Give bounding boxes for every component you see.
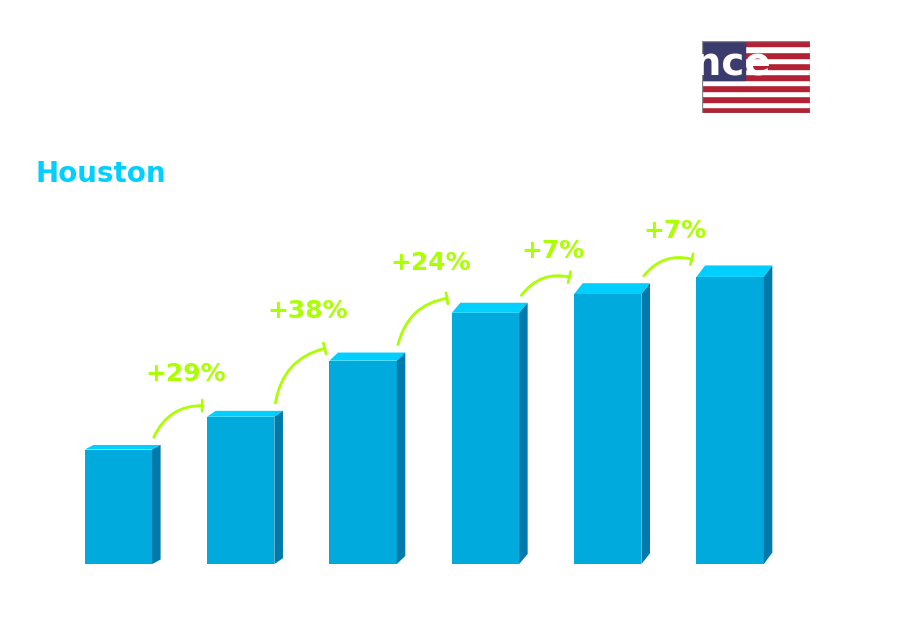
Polygon shape — [329, 361, 397, 564]
Bar — [702, 74, 810, 79]
Polygon shape — [574, 283, 650, 294]
Bar — [702, 79, 810, 85]
Text: 67,000 USD: 67,000 USD — [59, 421, 166, 439]
Bar — [702, 46, 810, 52]
Polygon shape — [397, 353, 405, 564]
Bar — [702, 96, 810, 102]
Polygon shape — [152, 445, 160, 564]
Text: salary: salary — [389, 610, 450, 628]
Text: +29%: +29% — [146, 362, 226, 386]
Text: +7%: +7% — [521, 239, 584, 263]
Bar — [702, 41, 810, 46]
Text: 119,000 USD: 119,000 USD — [298, 329, 416, 347]
Polygon shape — [329, 353, 405, 361]
Text: Average Yearly Salary: Average Yearly Salary — [859, 245, 873, 396]
Text: 168,000 USD: 168,000 USD — [665, 242, 783, 260]
Bar — [702, 85, 810, 91]
Text: explorer.com: explorer.com — [450, 610, 567, 628]
Polygon shape — [274, 411, 283, 564]
Text: Houston: Houston — [36, 160, 166, 188]
Bar — [702, 52, 810, 58]
Polygon shape — [642, 283, 650, 564]
Text: +24%: +24% — [390, 251, 471, 275]
Polygon shape — [85, 449, 152, 564]
Bar — [702, 91, 810, 96]
Text: 158,000 USD: 158,000 USD — [543, 259, 661, 277]
Polygon shape — [574, 294, 642, 564]
Polygon shape — [207, 417, 274, 564]
Bar — [702, 69, 810, 74]
Text: Salary Comparison By Experience: Salary Comparison By Experience — [36, 45, 770, 83]
Bar — [702, 63, 810, 69]
Polygon shape — [697, 277, 764, 564]
Bar — [702, 108, 810, 113]
Polygon shape — [697, 265, 772, 277]
Bar — [702, 102, 810, 108]
Text: 147,000 USD: 147,000 USD — [420, 279, 538, 297]
Text: Employee Health and Wellness Administrator: Employee Health and Wellness Administrat… — [36, 109, 602, 133]
Polygon shape — [764, 265, 772, 564]
Polygon shape — [85, 445, 160, 449]
Polygon shape — [452, 313, 519, 564]
Polygon shape — [519, 303, 527, 564]
Bar — [702, 41, 745, 79]
Text: +7%: +7% — [644, 219, 706, 243]
Bar — [702, 58, 810, 63]
Polygon shape — [207, 411, 283, 417]
Text: +38%: +38% — [267, 299, 348, 323]
Text: 86,200 USD: 86,200 USD — [181, 387, 288, 405]
Polygon shape — [452, 303, 527, 313]
